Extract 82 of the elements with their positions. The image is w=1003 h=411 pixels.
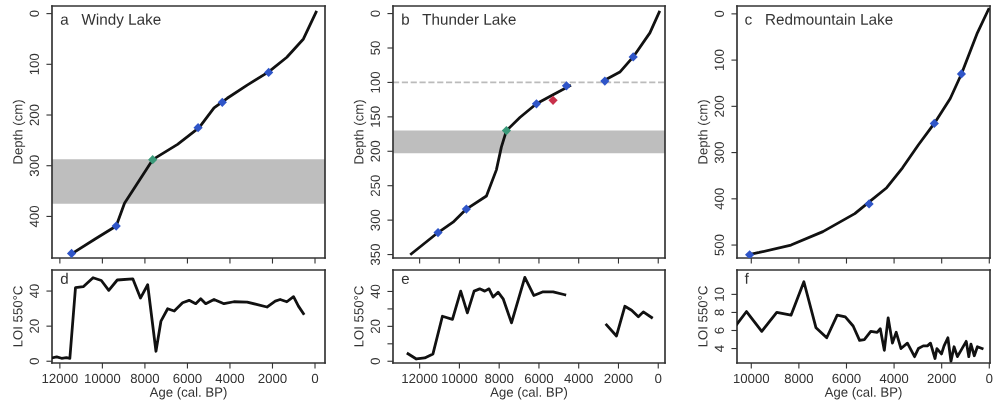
y-axis-title: Depth (cm) — [697, 100, 711, 164]
x-tick-label: 8000 — [784, 373, 814, 384]
x-tick-label: 6000 — [832, 373, 861, 384]
point — [193, 123, 203, 133]
y-tick-label: 400 — [714, 188, 724, 210]
point — [531, 99, 542, 109]
x-tick-label: 0 — [311, 373, 319, 384]
point — [217, 97, 227, 107]
y-axis-title: Depth (cm) — [353, 100, 367, 164]
x-tick-label: 2000 — [258, 373, 287, 384]
point — [148, 155, 158, 165]
y-tick-label: 150 — [370, 106, 380, 127]
y-tick-label: 50 — [370, 41, 380, 55]
point — [864, 199, 874, 209]
chart-title: d — [60, 272, 68, 285]
y-axis-title: LOI 550°C — [354, 286, 364, 347]
y-tick-label: 100 — [370, 71, 380, 93]
point — [600, 76, 610, 86]
y-tick-label: 20 — [29, 319, 39, 333]
y-tick-label: 500 — [714, 234, 724, 256]
point — [745, 250, 755, 258]
y-tick-label: 4 — [714, 345, 724, 352]
x-axis-title: Age (cal. BP) — [149, 387, 227, 400]
point — [66, 248, 77, 258]
y-tick-label: 10 — [714, 287, 724, 301]
x-tick-label: 2000 — [604, 373, 633, 384]
point — [956, 69, 967, 79]
point — [548, 95, 558, 105]
x-axis-title: Age (cal. BP) — [490, 387, 568, 400]
point — [929, 118, 939, 129]
x-tick-label: 12000 — [402, 373, 438, 384]
point — [111, 221, 121, 231]
y-tick-label: 200 — [29, 104, 39, 126]
y-tick-label: 0 — [370, 10, 380, 17]
x-tick-label: 6000 — [173, 373, 202, 384]
chart-title: a Windy Lake — [60, 13, 161, 28]
x-tick-label: 10000 — [442, 373, 478, 384]
x-tick-label: 2000 — [927, 373, 956, 384]
x-tick-label: 10000 — [733, 373, 770, 384]
y-tick-label: 300 — [29, 155, 39, 177]
y-axis-title: LOI 550°C — [13, 286, 23, 347]
y-tick-label: 0 — [714, 10, 724, 18]
x-tick-label: 6000 — [524, 373, 554, 384]
y-tick-label: 0 — [370, 358, 380, 365]
chart-title: e — [401, 275, 409, 285]
x-axis-title: Age (cal. BP) — [824, 387, 902, 400]
y-tick-label: 200 — [714, 95, 724, 117]
y-tick-label: 0 — [29, 10, 39, 17]
y-tick-label: 400 — [29, 205, 39, 228]
x-tick-label: 4000 — [879, 373, 909, 384]
chart-title: c Redmountain Lake — [745, 13, 893, 25]
y-tick-label: 0 — [29, 358, 39, 365]
y-axis-title: LOI 550°C — [698, 286, 708, 347]
x-tick-label: 8000 — [485, 373, 514, 384]
y-tick-label: 40 — [370, 284, 380, 299]
x-tick-label: 4000 — [564, 373, 593, 384]
point — [628, 52, 638, 62]
point — [501, 126, 512, 136]
y-tick-label: 100 — [29, 53, 39, 75]
y-tick-label: 300 — [714, 142, 724, 164]
y-tick-label: 300 — [370, 209, 380, 231]
x-tick-label: 10000 — [85, 373, 121, 384]
chart-title: b Thunder Lake — [402, 13, 516, 25]
x-tick-label: 0 — [986, 373, 993, 384]
point — [461, 204, 471, 214]
y-tick-label: 8 — [714, 309, 724, 316]
y-tick-label: 350 — [370, 244, 380, 266]
y-tick-label: 100 — [714, 49, 724, 71]
y-tick-label: 40 — [29, 284, 39, 299]
y-tick-label: 250 — [370, 175, 380, 197]
point — [433, 227, 443, 238]
y-tick-label: 6 — [714, 327, 724, 334]
y-tick-label: 200 — [370, 140, 380, 162]
chart-title: f — [744, 272, 749, 284]
x-tick-label: 8000 — [130, 373, 160, 384]
point — [561, 81, 572, 91]
point — [264, 67, 274, 78]
y-tick-label: 20 — [370, 319, 380, 334]
x-tick-label: 12000 — [42, 373, 78, 384]
x-tick-label: 4000 — [215, 373, 245, 384]
x-tick-label: 0 — [655, 373, 662, 384]
y-axis-title: Depth (cm) — [12, 100, 26, 164]
